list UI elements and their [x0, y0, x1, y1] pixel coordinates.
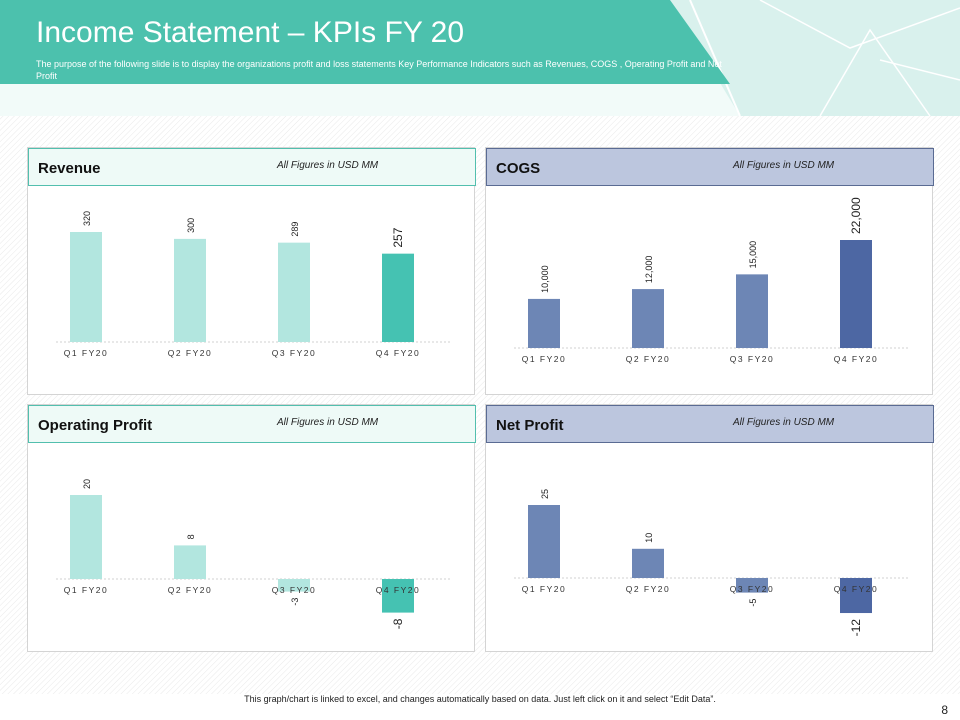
revenue-bar-3[interactable] [278, 242, 310, 342]
net_profit-bar-1[interactable] [528, 505, 560, 578]
revenue-category-label-1: Q1 FY20 [64, 348, 109, 358]
operating_profit-value-label-4: -8 [391, 618, 405, 629]
cogs-category-label-3: Q3 FY20 [730, 354, 775, 364]
net_profit-bar-2[interactable] [632, 548, 664, 578]
page-number: 8 [941, 703, 948, 717]
net_profit-value-label-3: -5 [748, 599, 758, 607]
net_profit-category-label-1: Q1 FY20 [522, 584, 567, 594]
operating_profit-category-label-4: Q4 FY20 [376, 585, 421, 595]
net_profit-value-label-4: -12 [849, 619, 863, 637]
cogs-bar-1[interactable] [528, 298, 560, 348]
operating_profit-category-label-1: Q1 FY20 [64, 585, 109, 595]
cogs-value-label-1: 10,000 [540, 265, 550, 293]
cogs-bar-4[interactable] [840, 240, 872, 348]
operating_profit-value-label-3: -3 [290, 598, 300, 606]
footer-note: This graph/chart is linked to excel, and… [244, 694, 716, 704]
cogs-category-label-4: Q4 FY20 [834, 354, 879, 364]
revenue-value-label-4: 257 [391, 227, 405, 247]
net-profit-panel[interactable]: Net Profit All Figures in USD MM Q1 FY20… [485, 404, 934, 652]
cogs-bar-3[interactable] [736, 274, 768, 348]
cogs-chart[interactable]: Q1 FY20 10,000 Q2 FY20 12,000 Q3 FY20 15,000 Q… [486, 188, 934, 394]
cogs-bar-2[interactable] [632, 289, 664, 348]
net_profit-category-label-4: Q4 FY20 [834, 584, 879, 594]
revenue-panel[interactable]: Revenue All Figures in USD MM Q1 FY20 320… [27, 147, 476, 395]
net-profit-title: Net Profit [496, 417, 564, 434]
revenue-value-label-2: 300 [186, 218, 196, 233]
cogs-value-label-2: 12,000 [644, 256, 654, 284]
operating-profit-units-note: All Figures in USD MM [277, 417, 379, 428]
net_profit-bar-3[interactable] [736, 578, 768, 593]
net-profit-chart[interactable]: Q1 FY20 25 Q2 FY20 10 Q3 FY20 -5 Q4 FY20 -12 [486, 445, 934, 651]
cogs-value-label-3: 15,000 [748, 241, 758, 269]
revenue-category-label-4: Q4 FY20 [376, 348, 421, 358]
net_profit-value-label-1: 25 [540, 489, 550, 499]
page-subtitle: The purpose of the following slide is to… [36, 59, 722, 81]
operating-profit-title: Operating Profit [38, 417, 153, 434]
cogs-title: COGS [496, 160, 541, 177]
net_profit-category-label-2: Q2 FY20 [626, 584, 671, 594]
net-profit-panel-header: Net Profit All Figures in USD MM [486, 405, 934, 443]
cogs-value-label-4: 22,000 [849, 197, 863, 234]
revenue-chart[interactable]: Q1 FY20 320 Q2 FY20 300 Q3 FY20 289 Q4 FY20 257 [28, 188, 476, 394]
operating_profit-bar-4[interactable] [382, 579, 414, 613]
revenue-value-label-1: 320 [82, 211, 92, 226]
cogs-panel-header: COGS All Figures in USD MM [486, 148, 934, 186]
cogs-category-label-1: Q1 FY20 [522, 354, 567, 364]
operating_profit-category-label-3: Q3 FY20 [272, 585, 317, 595]
revenue-panel-header: Revenue All Figures in USD MM [28, 148, 476, 186]
operating-profit-panel-header: Operating Profit All Figures in USD MM [28, 405, 476, 443]
operating_profit-value-label-1: 20 [82, 479, 92, 489]
revenue-bar-2[interactable] [174, 238, 206, 342]
page-title: Income Statement – KPIs FY 20 [36, 16, 464, 49]
revenue-value-label-3: 289 [290, 222, 300, 237]
revenue-bar-4[interactable] [382, 253, 414, 342]
net_profit-value-label-2: 10 [644, 533, 654, 543]
operating_profit-bar-1[interactable] [70, 495, 102, 579]
operating-profit-panel[interactable]: Operating Profit All Figures in USD MM Q… [27, 404, 476, 652]
cogs-units-note: All Figures in USD MM [733, 160, 835, 171]
revenue-bar-1[interactable] [70, 232, 102, 342]
header-band [0, 0, 960, 117]
net_profit-category-label-3: Q3 FY20 [730, 584, 775, 594]
net-profit-units-note: All Figures in USD MM [733, 417, 835, 428]
title-band [0, 0, 730, 84]
operating-profit-chart[interactable]: Q1 FY20 20 Q2 FY20 8 Q3 FY20 -3 Q4 FY20 -8 [28, 445, 476, 651]
cogs-category-label-2: Q2 FY20 [626, 354, 671, 364]
net_profit-bar-4[interactable] [840, 578, 872, 614]
operating_profit-value-label-2: 8 [186, 534, 196, 539]
operating_profit-bar-3[interactable] [278, 579, 310, 592]
revenue-units-note: All Figures in USD MM [277, 160, 379, 171]
revenue-category-label-3: Q3 FY20 [272, 348, 317, 358]
revenue-category-label-2: Q2 FY20 [168, 348, 213, 358]
revenue-title: Revenue [38, 160, 101, 177]
operating_profit-category-label-2: Q2 FY20 [168, 585, 213, 595]
operating_profit-bar-2[interactable] [174, 545, 206, 579]
cogs-panel[interactable]: COGS All Figures in USD MM Q1 FY20 10,000… [485, 147, 934, 395]
